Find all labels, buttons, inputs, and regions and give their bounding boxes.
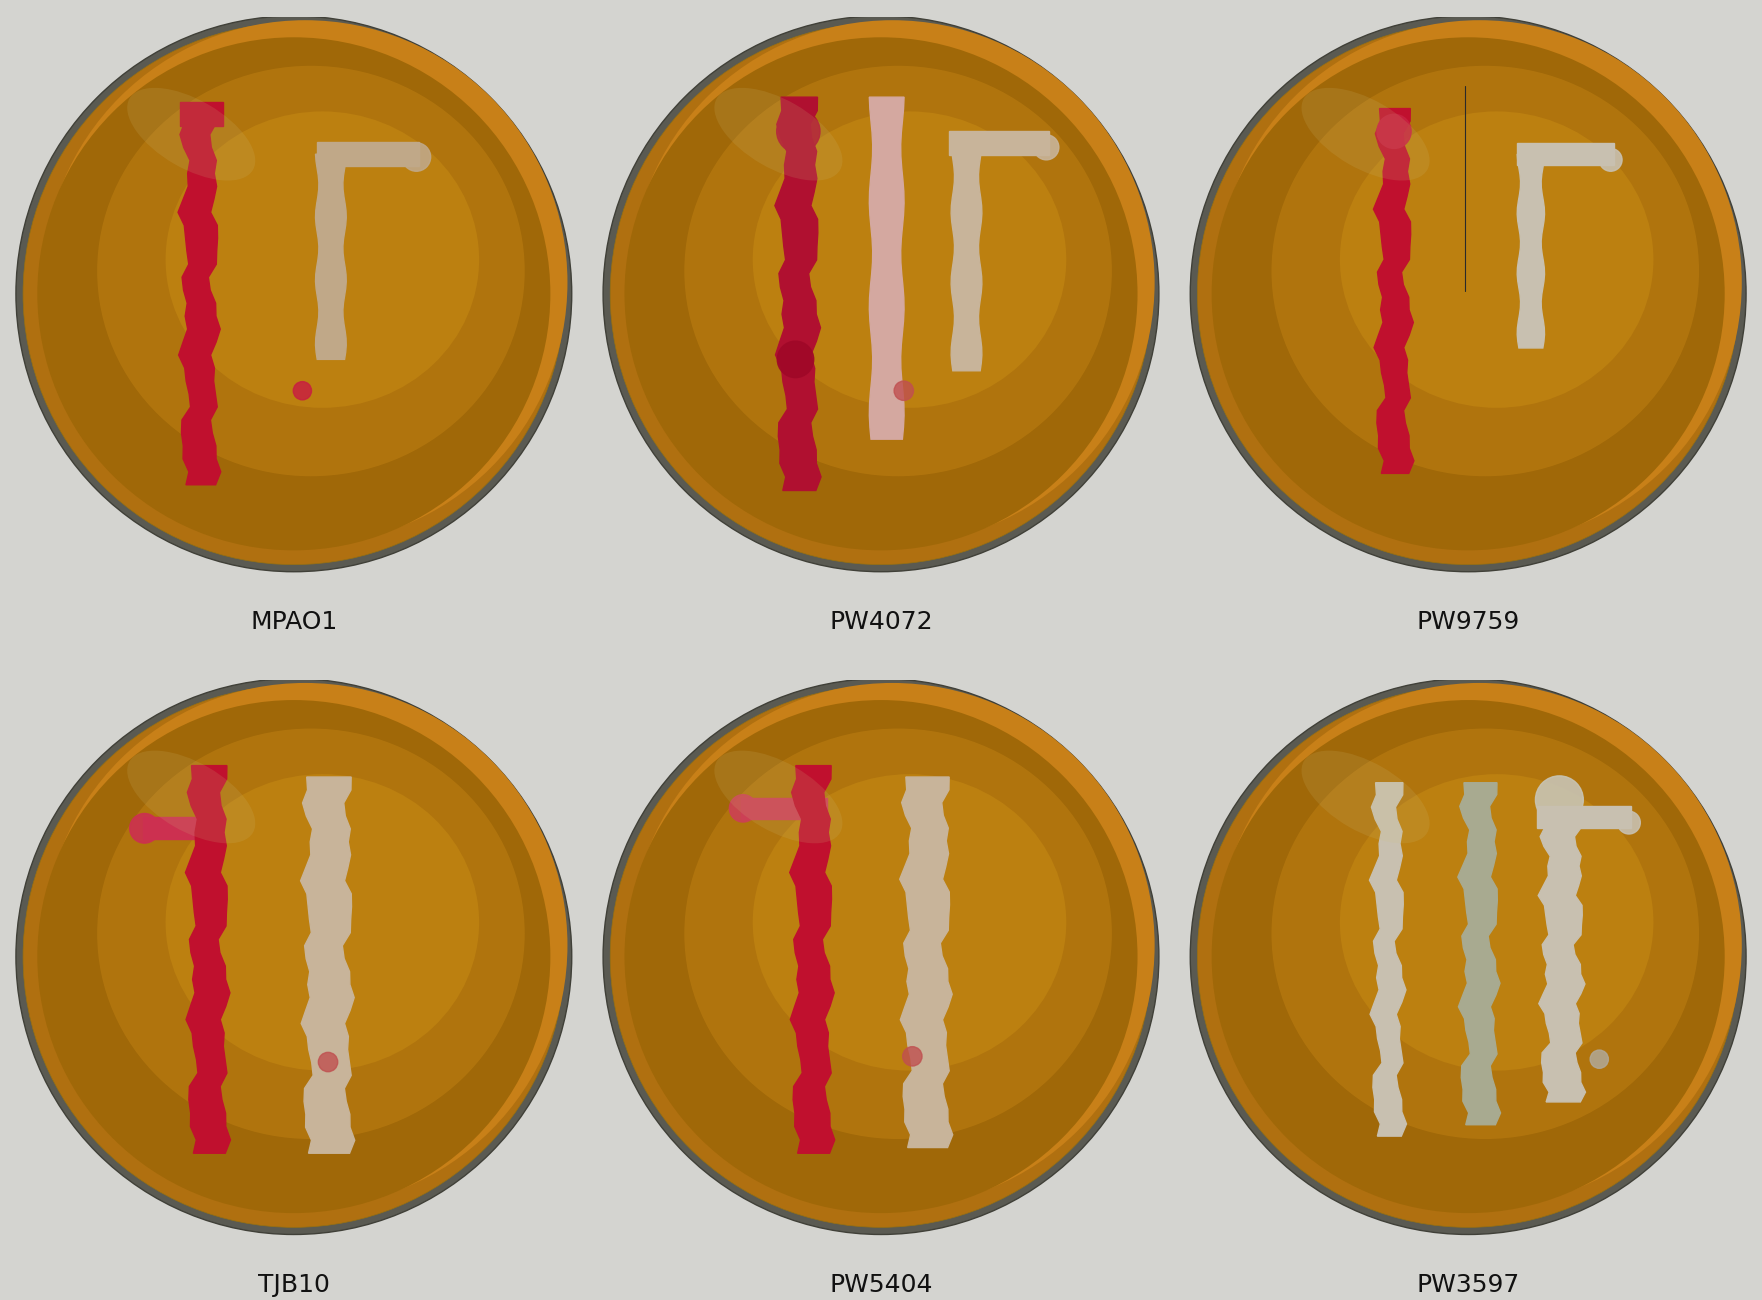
Ellipse shape <box>1198 686 1739 1227</box>
Polygon shape <box>1517 143 1614 165</box>
Ellipse shape <box>610 23 1152 564</box>
Circle shape <box>902 1046 922 1066</box>
Ellipse shape <box>1191 16 1746 572</box>
Ellipse shape <box>97 728 525 1139</box>
Ellipse shape <box>752 112 1066 408</box>
Ellipse shape <box>1218 682 1743 1208</box>
Ellipse shape <box>37 38 550 550</box>
Polygon shape <box>950 131 1048 155</box>
Ellipse shape <box>166 112 479 408</box>
Ellipse shape <box>624 38 1138 550</box>
Ellipse shape <box>684 728 1112 1139</box>
Circle shape <box>729 794 756 822</box>
Polygon shape <box>1457 783 1501 1124</box>
Ellipse shape <box>1339 112 1653 408</box>
Ellipse shape <box>1212 701 1725 1213</box>
Polygon shape <box>1369 783 1406 1136</box>
Ellipse shape <box>166 775 479 1071</box>
Circle shape <box>893 381 913 400</box>
Ellipse shape <box>1218 21 1743 545</box>
Ellipse shape <box>42 21 567 545</box>
Ellipse shape <box>1339 775 1653 1071</box>
Ellipse shape <box>714 88 842 181</box>
Ellipse shape <box>127 750 255 844</box>
Ellipse shape <box>1198 23 1739 564</box>
Ellipse shape <box>1272 728 1699 1139</box>
Ellipse shape <box>1302 750 1429 844</box>
Polygon shape <box>315 155 347 359</box>
Polygon shape <box>742 798 826 819</box>
Polygon shape <box>1373 109 1413 473</box>
Ellipse shape <box>631 682 1154 1208</box>
Ellipse shape <box>631 21 1154 545</box>
Ellipse shape <box>610 686 1152 1227</box>
Ellipse shape <box>16 16 571 572</box>
Text: PW3597: PW3597 <box>1417 1273 1521 1297</box>
Polygon shape <box>185 766 231 1153</box>
Circle shape <box>1535 776 1584 824</box>
Polygon shape <box>869 98 904 439</box>
Polygon shape <box>317 142 419 166</box>
Ellipse shape <box>23 686 564 1227</box>
Ellipse shape <box>23 23 564 564</box>
Polygon shape <box>900 777 953 1148</box>
Circle shape <box>1618 811 1640 835</box>
Ellipse shape <box>37 701 550 1213</box>
Text: MPAO1: MPAO1 <box>250 610 338 634</box>
Polygon shape <box>789 766 835 1153</box>
Ellipse shape <box>752 775 1066 1071</box>
Ellipse shape <box>684 66 1112 476</box>
Ellipse shape <box>714 750 842 844</box>
Ellipse shape <box>603 16 1159 572</box>
Circle shape <box>1376 114 1411 148</box>
Polygon shape <box>178 109 220 485</box>
Ellipse shape <box>42 682 567 1208</box>
Ellipse shape <box>1272 66 1699 476</box>
Text: PW9759: PW9759 <box>1417 610 1521 634</box>
Circle shape <box>1589 1050 1609 1069</box>
Text: PW4072: PW4072 <box>830 610 932 634</box>
Polygon shape <box>143 818 222 839</box>
Polygon shape <box>1536 806 1630 828</box>
Circle shape <box>319 1052 338 1071</box>
Circle shape <box>777 341 814 377</box>
Ellipse shape <box>97 66 525 476</box>
Text: TJB10: TJB10 <box>257 1273 329 1297</box>
Circle shape <box>130 814 159 844</box>
Ellipse shape <box>127 88 255 181</box>
Ellipse shape <box>1302 88 1429 181</box>
Ellipse shape <box>1212 38 1725 550</box>
Polygon shape <box>1538 816 1586 1102</box>
Ellipse shape <box>624 701 1138 1213</box>
Circle shape <box>292 382 312 400</box>
Ellipse shape <box>603 679 1159 1235</box>
Circle shape <box>1034 135 1059 160</box>
Circle shape <box>1600 148 1623 172</box>
Ellipse shape <box>1191 679 1746 1235</box>
Polygon shape <box>1517 155 1545 348</box>
Circle shape <box>777 109 819 153</box>
Polygon shape <box>775 98 821 490</box>
Polygon shape <box>951 143 981 370</box>
Polygon shape <box>301 777 354 1153</box>
Text: PW5404: PW5404 <box>830 1273 932 1297</box>
Ellipse shape <box>16 679 571 1235</box>
Polygon shape <box>180 103 222 126</box>
Circle shape <box>402 143 430 172</box>
